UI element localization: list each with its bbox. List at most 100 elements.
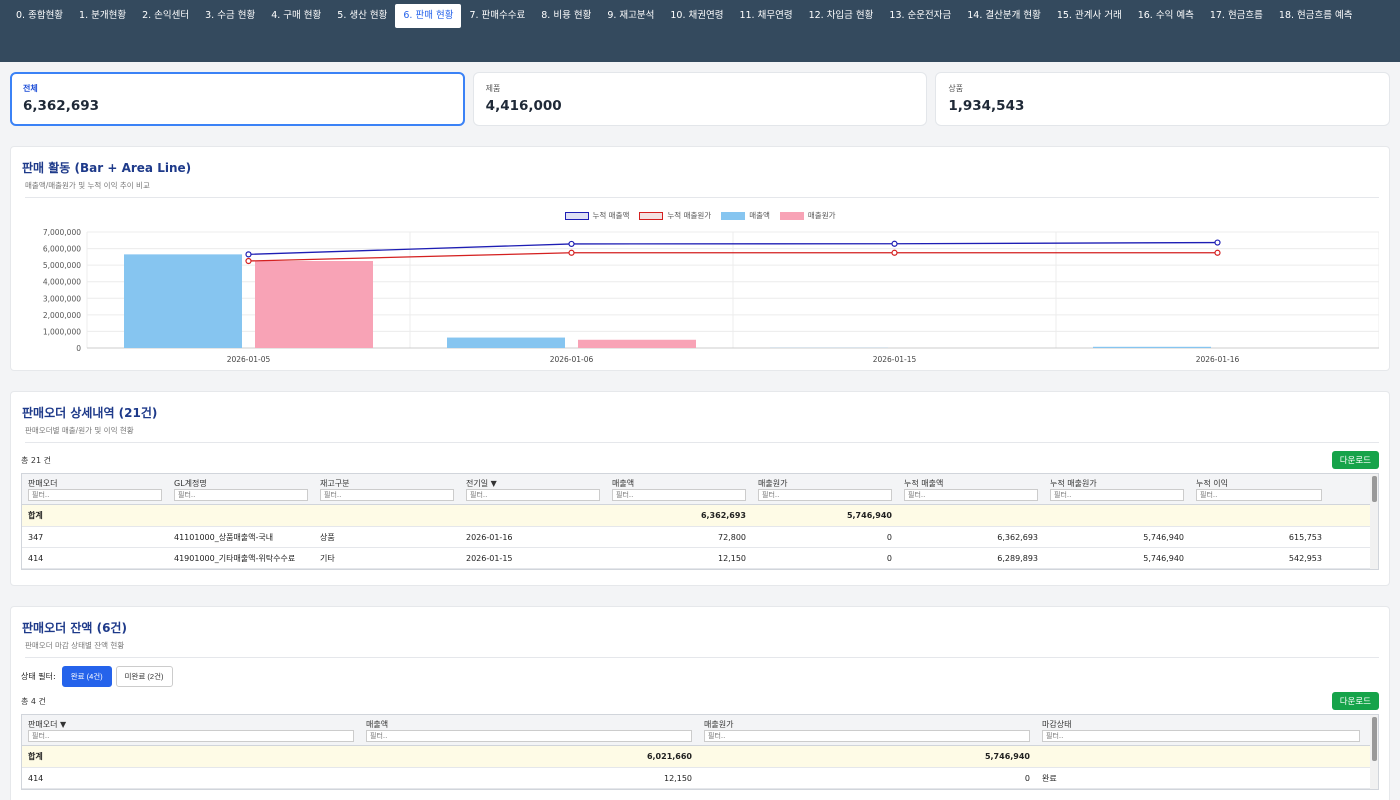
filter-open-button[interactable]: 미완료 (2건) — [115, 666, 173, 687]
cell: 6,021,660 — [646, 752, 692, 761]
tab-5[interactable]: 5. 생산 현황 — [337, 10, 388, 21]
cell: 합계 — [28, 511, 43, 520]
filter-done-button[interactable]: 완료 (4건) — [61, 666, 112, 687]
scrollbar[interactable] — [1370, 474, 1378, 569]
column-filter-input[interactable] — [1042, 730, 1360, 742]
tab-9[interactable]: 9. 재고분석 — [607, 10, 655, 21]
line-누적 매출원가 — [248, 252, 1218, 262]
summary-cards: 전체 6,362,693 제품 4,416,000 상품 1,934,543 — [10, 72, 1391, 126]
tab-14[interactable]: 14. 결산분개 현황 — [967, 10, 1041, 21]
cell: 542,953 — [1288, 553, 1322, 563]
tab-0[interactable]: 0. 종합현황 — [16, 10, 64, 21]
tab-16[interactable]: 16. 수익 예측 — [1137, 10, 1194, 21]
tab-8[interactable]: 8. 비용 현황 — [541, 10, 592, 21]
card-product[interactable]: 제품 4,416,000 — [472, 72, 928, 126]
column-header[interactable]: 매출원가 — [698, 715, 1036, 745]
column-title: GL계정명 — [174, 479, 207, 488]
card-total[interactable]: 전체 6,362,693 — [10, 72, 465, 126]
card-value: 6,362,693 — [23, 98, 100, 114]
tab-4[interactable]: 4. 구매 현황 — [271, 10, 322, 21]
column-filter-input[interactable] — [28, 489, 162, 501]
column-header[interactable]: GL계정명 — [168, 474, 314, 504]
tab-17[interactable]: 17. 현금흐름 — [1209, 10, 1263, 21]
grid-header: 판매오더 GL계정명 재고구분 전기일 ▼ 매출액 매출원가 누적 매출액 누적 매출원가 누적… — [22, 474, 1378, 505]
column-filter-input[interactable] — [174, 489, 308, 501]
table-row[interactable]: 414 41901000_기타매출액-위탁수수료 기타 2026-01-15 12,15… — [22, 548, 1378, 569]
legend-swatch — [721, 211, 746, 220]
cell: 414 — [28, 773, 44, 783]
card-goods[interactable]: 상품 1,934,543 — [935, 72, 1391, 126]
legend-swatch — [639, 211, 664, 220]
legend-label: 매출원가 — [807, 211, 836, 220]
column-header[interactable]: 매출액 — [360, 715, 698, 745]
point-누적 매출원가-2026-01-05 — [245, 257, 252, 265]
x-tick-label: 2026-01-16 — [1196, 355, 1240, 364]
y-tick-label: 6,000,000 — [43, 245, 81, 254]
download-button[interactable]: 다운로드 — [1331, 451, 1379, 469]
column-filter-input[interactable] — [1196, 489, 1322, 501]
table-row[interactable]: 347 41101000_상품매출액-국내 상품 2026-01-16 72,800 0 6… — [22, 527, 1378, 548]
line-누적 매출액 — [248, 241, 1218, 256]
column-header[interactable]: 매출원가 — [752, 474, 898, 504]
cell: 2026-01-16 — [466, 532, 513, 542]
legend-label: 누적 매출원가 — [667, 211, 712, 220]
y-tick-label: 3,000,000 — [43, 294, 81, 303]
column-header[interactable]: 판매오더 ▼ — [22, 715, 360, 745]
legend-item[interactable]: 누적 매출액 — [564, 210, 629, 221]
legend-item[interactable]: 누적 매출원가 — [639, 210, 711, 221]
y-tick-label: 2,000,000 — [43, 311, 81, 320]
orders-grid: 판매오더 GL계정명 재고구분 전기일 ▼ 매출액 매출원가 누적 매출액 누적 매출원가 누적… — [21, 473, 1379, 570]
download-button[interactable]: 다운로드 — [1331, 692, 1379, 710]
legend-swatch — [564, 211, 589, 220]
orders-panel: 판매오더 상세내역 (21건) 판매오더별 매출/원가 및 이익 현황 총 21… — [10, 391, 1390, 586]
cell: 5,746,940 — [984, 752, 1030, 761]
column-title: 매출액 — [366, 720, 389, 729]
column-filter-input[interactable] — [466, 489, 600, 501]
table-row[interactable]: 414 12,150 0 완료 — [22, 768, 1378, 789]
bar-매출원가-2026-01-05 — [255, 261, 373, 348]
tab-7[interactable]: 7. 판매수수료 — [469, 10, 526, 21]
column-header[interactable]: 누적 매출액 — [898, 474, 1044, 504]
scrollbar[interactable] — [1370, 715, 1378, 789]
column-title: 매출원가 — [758, 479, 788, 488]
tab-row: 0. 종합현황 1. 분개현황 2. 손익센터 3. 수금 현황 4. 구매 현황 5. … — [8, 4, 1392, 31]
cell: 615,753 — [1288, 532, 1322, 542]
tab-2[interactable]: 2. 손익센터 — [142, 10, 190, 21]
column-filter-input[interactable] — [320, 489, 454, 501]
tab-18[interactable]: 18. 현금흐름 예측 — [1278, 10, 1353, 21]
column-filter-input[interactable] — [704, 730, 1030, 742]
legend-item[interactable]: 매출원가 — [779, 210, 836, 221]
tab-13[interactable]: 13. 순운전자금 — [889, 10, 952, 21]
column-filter-input[interactable] — [904, 489, 1038, 501]
tab-10[interactable]: 10. 채권연령 — [670, 10, 724, 21]
column-header[interactable]: 재고구분 — [314, 474, 460, 504]
column-filter-input[interactable] — [612, 489, 746, 501]
tab-6[interactable]: 6. 판매 현황 — [395, 4, 462, 28]
tab-3[interactable]: 3. 수금 현황 — [205, 10, 256, 21]
column-filter-input[interactable] — [1050, 489, 1184, 501]
column-title: 매출액 — [612, 479, 635, 488]
column-header[interactable]: 판매오더 — [22, 474, 168, 504]
tab-12[interactable]: 12. 차입금 현황 — [808, 10, 874, 21]
tab-11[interactable]: 11. 채무연령 — [739, 10, 793, 21]
cell: 6,362,693 — [997, 532, 1038, 542]
column-header[interactable]: 매출액 — [606, 474, 752, 504]
panel-subtitle: 판매오더 마감 상태별 잔액 현황 — [25, 640, 1379, 658]
card-label: 상품 — [948, 84, 964, 93]
cell: 0 — [886, 532, 892, 542]
column-header[interactable]: 누적 매출원가 — [1044, 474, 1190, 504]
cell: 기타 — [320, 553, 335, 563]
column-filter-input[interactable] — [366, 730, 692, 742]
point-누적 매출액-2026-01-05 — [245, 251, 252, 258]
column-title: 판매오더 — [28, 479, 58, 488]
legend-item[interactable]: 매출액 — [721, 210, 770, 221]
filter-label: 상태 필터: — [21, 672, 56, 681]
tab-15[interactable]: 15. 관계사 거래 — [1056, 10, 1122, 21]
column-filter-input[interactable] — [758, 489, 892, 501]
column-header[interactable]: 마감상태 — [1036, 715, 1366, 745]
cell: 5,746,940 — [1143, 532, 1184, 542]
column-header[interactable]: 전기일 ▼ — [460, 474, 606, 504]
column-filter-input[interactable] — [28, 730, 354, 742]
tab-1[interactable]: 1. 분개현황 — [79, 10, 127, 21]
column-header[interactable]: 누적 이익 — [1190, 474, 1328, 504]
